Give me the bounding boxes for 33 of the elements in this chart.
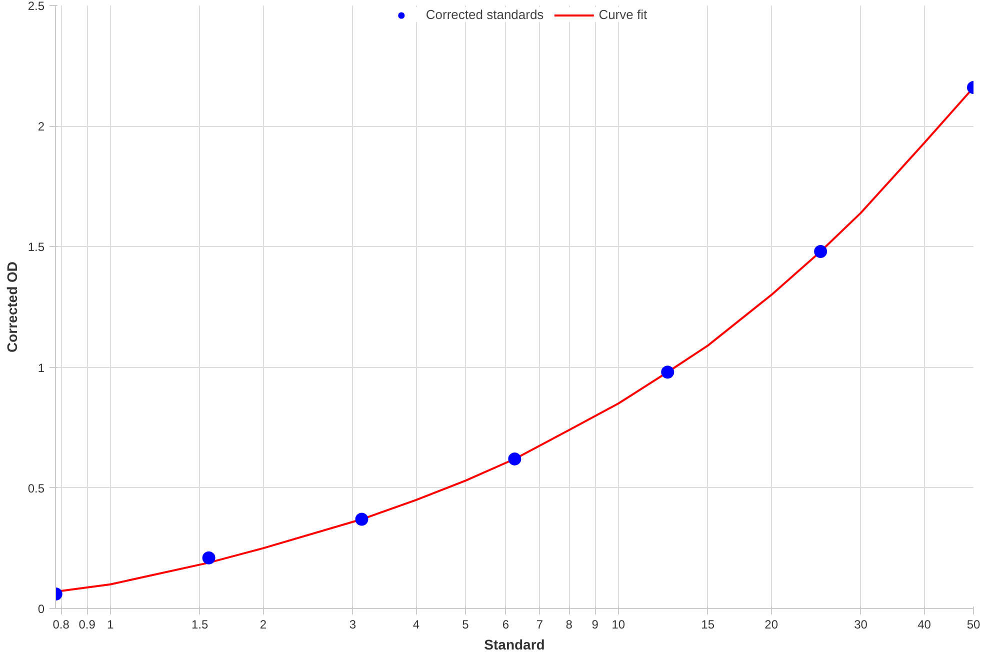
x-tick-label: 5 <box>462 618 470 632</box>
x-tick-label: 40 <box>918 618 932 632</box>
point <box>814 245 828 258</box>
legend-label: Corrected standards <box>426 7 544 22</box>
x-tick-label: 1 <box>106 618 114 632</box>
y-tick-label: 0.5 <box>28 481 45 496</box>
x-axis-title: Standard <box>484 636 545 652</box>
x-tick-label: 8 <box>566 618 573 632</box>
point <box>355 512 368 526</box>
point <box>661 366 674 379</box>
x-tick-label: 15 <box>701 618 715 632</box>
y-tick-label: 1.5 <box>28 240 45 254</box>
x-tick-label: 50 <box>966 618 980 632</box>
legend-label: Curve fit <box>598 7 648 22</box>
y-tick-label: 2.5 <box>28 0 45 13</box>
x-tick-label: 7 <box>536 618 544 632</box>
x-tick-label: 0.9 <box>78 618 96 632</box>
x-tick-label: 30 <box>854 618 868 632</box>
point <box>508 452 522 466</box>
x-tick-label: 6 <box>502 618 510 632</box>
x-tick-label: 4 <box>412 618 420 632</box>
x-tick-label: 3 <box>349 618 356 632</box>
x-tick-label: 1.5 <box>191 618 208 632</box>
x-tick-label: 9 <box>592 618 599 632</box>
y-axis-title: Corrected OD <box>4 261 20 353</box>
point <box>202 551 216 564</box>
x-tick-label: 0.8 <box>52 618 70 632</box>
y-tick-label: 2 <box>38 120 45 134</box>
y-tick-label: 1 <box>38 360 45 375</box>
x-tick-label: 2 <box>260 618 267 632</box>
x-tick-label: 20 <box>764 618 778 632</box>
y-tick-label: 0 <box>38 602 45 616</box>
x-tick-label: 10 <box>612 618 626 632</box>
